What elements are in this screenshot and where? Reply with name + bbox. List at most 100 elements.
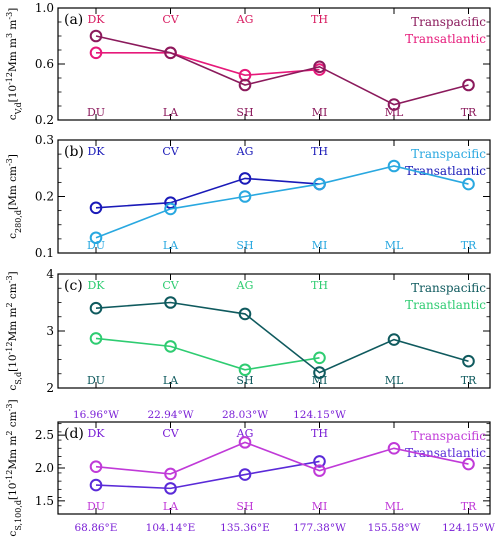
data-point bbox=[89, 201, 103, 215]
data-point bbox=[313, 60, 326, 74]
legend-entry: Transpacific bbox=[411, 281, 486, 295]
y-tick-label: 1.0 bbox=[35, 1, 54, 15]
data-point bbox=[164, 482, 177, 495]
data-point bbox=[89, 332, 103, 345]
data-point bbox=[462, 177, 475, 191]
data-point bbox=[89, 46, 103, 60]
bottom-category-label: LA bbox=[163, 500, 179, 513]
bottom-longitude-label: 68.86°E bbox=[75, 522, 118, 534]
y-tick-label: 0.3 bbox=[35, 133, 54, 147]
top-longitude-label: 16.96°W bbox=[73, 409, 119, 421]
bottom-category-label: LA bbox=[163, 374, 179, 387]
bottom-category-label: SH bbox=[236, 239, 253, 252]
data-point bbox=[164, 467, 177, 481]
bottom-longitude-label: 177.38°W bbox=[293, 522, 346, 534]
y-tick-label: 2 bbox=[46, 381, 54, 395]
data-point bbox=[313, 366, 326, 379]
bottom-longitude-label: 124.15°W bbox=[442, 522, 495, 534]
y-axis-label: c280,d[Mm cm-3] bbox=[5, 154, 23, 239]
data-point bbox=[89, 301, 103, 315]
top-category-label: AG bbox=[236, 13, 254, 26]
chart-panel: 0.1 0.2 0.3 (b) DK CV AG TH DU LA SH MI ML TR Transpac… bbox=[5, 133, 491, 260]
legend-entry: Transatlantic bbox=[405, 298, 486, 312]
top-category-label: TH bbox=[311, 427, 328, 440]
panel-label: (b) bbox=[64, 144, 84, 160]
series-line bbox=[95, 35, 469, 106]
bottom-category-label: ML bbox=[385, 106, 404, 119]
y-axis-label: cS,d[10-12Mm m2 cm-3] bbox=[5, 271, 23, 390]
series-line bbox=[95, 460, 320, 490]
top-category-label: DK bbox=[87, 145, 105, 158]
bottom-category-label: DU bbox=[87, 500, 105, 513]
y-tick-label: 0.6 bbox=[35, 57, 54, 71]
top-category-label: CV bbox=[162, 427, 179, 440]
data-point bbox=[387, 441, 401, 455]
bottom-category-label: SH bbox=[236, 500, 253, 513]
top-category-label: CV bbox=[162, 13, 179, 26]
top-longitude-label: 124.15°W bbox=[293, 409, 346, 421]
series-line bbox=[95, 441, 469, 475]
bottom-category-label: DU bbox=[87, 374, 105, 387]
series-line bbox=[95, 337, 320, 371]
bottom-category-label: TR bbox=[461, 239, 477, 252]
data-point bbox=[313, 464, 326, 477]
bottom-longitude-label: 155.58°W bbox=[368, 522, 421, 534]
legend-entry: Transpacific bbox=[411, 15, 486, 29]
panel-label: (d) bbox=[64, 426, 84, 442]
series-line bbox=[95, 165, 469, 239]
legend-entry: Transatlantic bbox=[405, 164, 486, 178]
y-tick-label: 1.5 bbox=[35, 494, 54, 508]
legend-entry: Transpacific bbox=[411, 429, 486, 443]
bottom-longitude-label: 104.14°E bbox=[146, 522, 196, 534]
data-point bbox=[89, 29, 103, 43]
bottom-category-label: ML bbox=[385, 374, 404, 387]
data-point bbox=[387, 98, 401, 111]
bottom-category-label: DU bbox=[87, 106, 105, 119]
data-point bbox=[313, 455, 326, 468]
top-category-label: DK bbox=[87, 279, 105, 292]
data-point bbox=[313, 177, 326, 191]
top-category-label: CV bbox=[162, 145, 179, 158]
y-axis-label: cS,100,d[10-12Mm m2 cm-3] bbox=[5, 399, 23, 536]
bottom-category-label: MI bbox=[312, 239, 328, 252]
y-tick-label: 3 bbox=[46, 324, 54, 338]
legend-entry: Transpacific bbox=[411, 147, 486, 161]
bottom-category-label: DU bbox=[87, 239, 105, 252]
y-tick-label: 2.0 bbox=[35, 461, 54, 475]
bottom-category-label: MI bbox=[312, 374, 328, 387]
data-point bbox=[164, 340, 177, 353]
top-category-label: DK bbox=[87, 427, 105, 440]
data-point bbox=[164, 196, 177, 210]
bottom-category-label: LA bbox=[163, 239, 179, 252]
bottom-category-label: TR bbox=[461, 374, 477, 387]
bottom-category-label: MI bbox=[312, 106, 328, 119]
bottom-category-label: MI bbox=[312, 500, 328, 513]
data-point bbox=[238, 172, 252, 185]
panel-label: (c) bbox=[64, 278, 83, 294]
series-line bbox=[96, 51, 320, 77]
data-point bbox=[238, 190, 252, 203]
top-longitude-label: 22.94°W bbox=[147, 409, 193, 421]
data-point bbox=[238, 468, 252, 481]
data-point bbox=[238, 436, 252, 449]
y-axis-label: cV,d[10-12Mm m3 m-3] bbox=[5, 8, 23, 121]
data-point bbox=[462, 354, 475, 368]
panel-label: (a) bbox=[64, 12, 83, 28]
data-point bbox=[89, 460, 103, 473]
y-tick-label: 0.2 bbox=[35, 113, 54, 127]
data-point bbox=[387, 333, 401, 346]
series-line bbox=[95, 177, 320, 209]
data-point bbox=[89, 478, 103, 492]
top-category-label: CV bbox=[162, 279, 179, 292]
y-tick-label: 4 bbox=[46, 267, 54, 281]
bottom-category-label: ML bbox=[385, 500, 404, 513]
data-point bbox=[164, 202, 177, 216]
bottom-category-label: LA bbox=[163, 106, 179, 119]
data-point bbox=[238, 78, 252, 92]
top-longitude-label: 28.03°W bbox=[222, 409, 268, 421]
data-point bbox=[164, 296, 177, 309]
data-point bbox=[164, 46, 177, 60]
chart-panel: 1.5 2.0 2.5 (d) DK CV AG TH DU LA SH MI ML TR 16.96°W 2… bbox=[5, 399, 496, 536]
bottom-category-label: ML bbox=[385, 239, 404, 252]
